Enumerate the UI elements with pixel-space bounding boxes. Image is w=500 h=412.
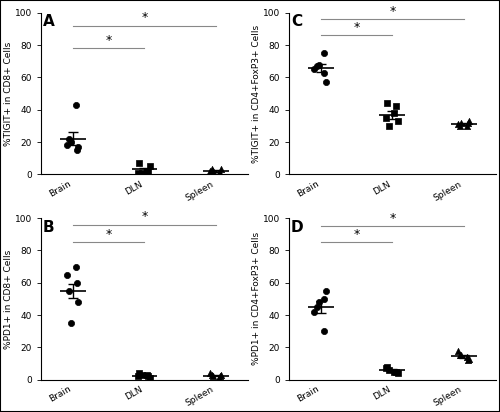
Point xyxy=(462,354,470,360)
Point xyxy=(146,375,154,381)
Point xyxy=(72,263,80,270)
Point xyxy=(138,372,145,378)
Point xyxy=(67,139,75,145)
Point xyxy=(72,279,80,286)
Point xyxy=(394,370,402,377)
Text: *: * xyxy=(389,212,396,225)
Text: *: * xyxy=(354,228,360,241)
Point xyxy=(67,320,75,326)
Point xyxy=(134,373,142,380)
Point xyxy=(74,143,82,150)
Point xyxy=(216,373,224,380)
Point xyxy=(217,166,225,173)
Text: B: B xyxy=(43,220,54,235)
Point xyxy=(216,169,224,176)
Text: A: A xyxy=(43,14,54,29)
Point xyxy=(390,110,398,116)
Point xyxy=(456,123,464,129)
Point xyxy=(464,118,472,124)
Text: *: * xyxy=(354,21,360,34)
Point xyxy=(322,288,330,294)
Point xyxy=(217,372,225,378)
Point xyxy=(62,272,70,278)
Point xyxy=(454,121,462,128)
Point xyxy=(62,142,70,149)
Point xyxy=(390,368,398,375)
Point xyxy=(464,119,472,126)
Point xyxy=(320,50,328,56)
Text: *: * xyxy=(142,210,148,223)
Point xyxy=(206,370,214,377)
Point xyxy=(384,100,392,107)
Point xyxy=(320,328,328,335)
Point xyxy=(314,299,322,305)
Point xyxy=(394,118,402,124)
Text: *: * xyxy=(106,228,112,241)
Point xyxy=(384,363,392,370)
Text: *: * xyxy=(142,11,148,24)
Point xyxy=(320,295,328,302)
Point xyxy=(72,102,80,108)
Point xyxy=(146,163,154,169)
Point xyxy=(144,373,152,380)
Point xyxy=(136,370,143,377)
Point xyxy=(206,168,214,174)
Point xyxy=(456,352,464,359)
Point xyxy=(322,79,330,86)
Text: *: * xyxy=(106,34,112,47)
Text: C: C xyxy=(291,14,302,29)
Point xyxy=(457,119,465,126)
Point xyxy=(310,309,318,315)
Text: D: D xyxy=(291,220,304,235)
Point xyxy=(464,357,472,363)
Point xyxy=(134,169,142,176)
Point xyxy=(312,304,320,310)
Point xyxy=(136,160,143,166)
Point xyxy=(312,63,320,69)
Point xyxy=(382,115,390,121)
Point xyxy=(209,373,217,380)
Y-axis label: %PD1+ in CD8+ Cells: %PD1+ in CD8+ Cells xyxy=(4,249,13,349)
Point xyxy=(74,299,82,305)
Point xyxy=(214,169,222,176)
Point xyxy=(144,168,152,174)
Text: *: * xyxy=(389,5,396,18)
Point xyxy=(208,372,216,378)
Point xyxy=(310,66,318,73)
Y-axis label: %TIGIT+ in CD8+ Cells: %TIGIT+ in CD8+ Cells xyxy=(4,42,13,146)
Y-axis label: %PD1+ in CD4+FoxP3+ Cells: %PD1+ in CD4+FoxP3+ Cells xyxy=(252,232,261,365)
Point xyxy=(320,69,328,76)
Point xyxy=(214,375,222,381)
Point xyxy=(209,168,217,174)
Point xyxy=(457,352,465,359)
Point xyxy=(138,169,145,176)
Y-axis label: %TIGIT+ in CD4+FoxP3+ Cells: %TIGIT+ in CD4+FoxP3+ Cells xyxy=(252,24,261,163)
Point xyxy=(462,123,470,129)
Point xyxy=(382,365,390,372)
Point xyxy=(392,103,400,110)
Point xyxy=(208,166,216,173)
Point xyxy=(72,147,80,153)
Point xyxy=(386,367,394,373)
Point xyxy=(64,136,72,142)
Point xyxy=(314,61,322,68)
Point xyxy=(392,368,400,375)
Point xyxy=(386,123,394,129)
Point xyxy=(142,372,150,378)
Point xyxy=(464,355,472,362)
Point xyxy=(142,168,150,174)
Point xyxy=(454,347,462,354)
Point xyxy=(64,288,72,294)
